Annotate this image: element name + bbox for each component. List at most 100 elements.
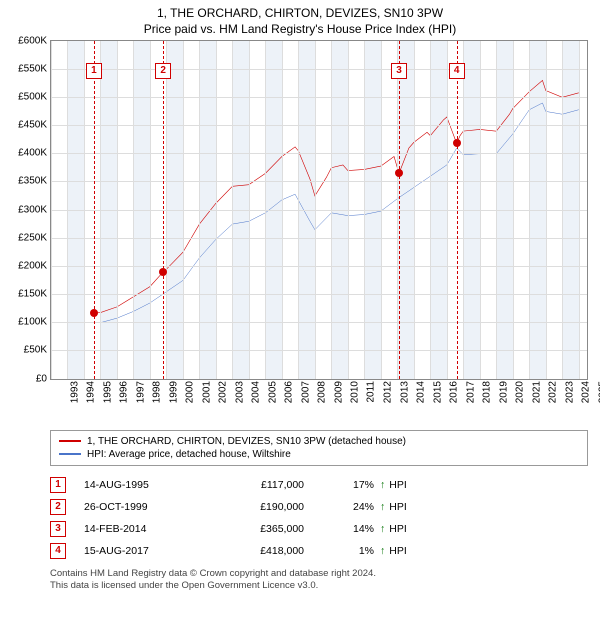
legend-row: HPI: Average price, detached house, Wilt…	[59, 448, 579, 461]
x-axis-label: 2001	[201, 381, 212, 403]
x-axis-label: 2021	[531, 381, 542, 403]
gridline-v	[463, 41, 464, 379]
chart-subtitle: Price paid vs. HM Land Registry's House …	[0, 22, 600, 40]
marker-label: 3	[391, 63, 407, 79]
event-date: 14-AUG-1995	[84, 479, 214, 491]
gridline-v	[414, 41, 415, 379]
y-axis-label: £300K	[18, 204, 51, 215]
x-axis-label: 1993	[69, 381, 80, 403]
event-index: 2	[50, 499, 66, 515]
gridline-h	[51, 350, 587, 351]
event-pct: 1%	[314, 545, 374, 557]
plot-region: £0£50K£100K£150K£200K£250K£300K£350K£400…	[50, 40, 588, 380]
gridline-v	[364, 41, 365, 379]
event-date: 14-FEB-2014	[84, 523, 214, 535]
marker-line	[399, 41, 400, 379]
x-axis-label: 2008	[317, 381, 328, 403]
legend: 1, THE ORCHARD, CHIRTON, DEVIZES, SN10 3…	[50, 430, 588, 466]
up-arrow-icon: ↑	[380, 479, 385, 491]
event-index: 4	[50, 543, 66, 559]
x-axis-label: 2007	[300, 381, 311, 403]
x-axis-label: 2019	[498, 381, 509, 403]
gridline-v	[480, 41, 481, 379]
gridline-v	[496, 41, 497, 379]
gridline-v	[249, 41, 250, 379]
gridline-v	[282, 41, 283, 379]
x-axis-label: 2022	[548, 381, 559, 403]
marker-label: 2	[155, 63, 171, 79]
x-axis-label: 2003	[234, 381, 245, 403]
event-tag: HPI	[389, 501, 407, 513]
x-axis-label: 2004	[251, 381, 262, 403]
x-axis-label: 2015	[432, 381, 443, 403]
event-price: £365,000	[214, 523, 304, 535]
y-axis-label: £150K	[18, 289, 51, 300]
event-tag: HPI	[389, 479, 407, 491]
y-axis-label: £500K	[18, 91, 51, 102]
gridline-v	[216, 41, 217, 379]
event-tag: HPI	[389, 545, 407, 557]
gridline-v	[331, 41, 332, 379]
marker-point	[395, 169, 403, 177]
x-axis-label: 2010	[350, 381, 361, 403]
marker-line	[163, 41, 164, 379]
marker-label: 1	[86, 63, 102, 79]
gridline-v	[117, 41, 118, 379]
event-index: 1	[50, 477, 66, 493]
legend-swatch	[59, 440, 81, 442]
gridline-v	[562, 41, 563, 379]
gridline-v	[315, 41, 316, 379]
gridline-v	[265, 41, 266, 379]
y-axis-label: £200K	[18, 260, 51, 271]
gridline-v	[348, 41, 349, 379]
marker-point	[90, 309, 98, 317]
event-price: £418,000	[214, 545, 304, 557]
x-axis-label: 2009	[333, 381, 344, 403]
marker-point	[159, 268, 167, 276]
y-axis-label: £250K	[18, 232, 51, 243]
gridline-h	[51, 322, 587, 323]
x-axis-label: 1998	[152, 381, 163, 403]
event-price: £117,000	[214, 479, 304, 491]
marker-point	[453, 139, 461, 147]
gridline-v	[513, 41, 514, 379]
gridline-v	[84, 41, 85, 379]
gridline-v	[298, 41, 299, 379]
gridline-h	[51, 69, 587, 70]
event-row: 226-OCT-1999£190,00024%↑HPI	[50, 496, 588, 518]
x-axis-label: 2020	[515, 381, 526, 403]
up-arrow-icon: ↑	[380, 523, 385, 535]
chart-container: 1, THE ORCHARD, CHIRTON, DEVIZES, SN10 3…	[0, 0, 600, 620]
x-axis-label: 2002	[218, 381, 229, 403]
gridline-h	[51, 97, 587, 98]
event-tag: HPI	[389, 523, 407, 535]
marker-line	[94, 41, 95, 379]
x-axis-label: 1996	[119, 381, 130, 403]
gridline-v	[447, 41, 448, 379]
y-axis-label: £350K	[18, 176, 51, 187]
gridline-v	[150, 41, 151, 379]
y-axis-label: £400K	[18, 148, 51, 159]
legend-swatch	[59, 453, 81, 455]
attribution-line2: This data is licensed under the Open Gov…	[50, 580, 588, 592]
chart-title: 1, THE ORCHARD, CHIRTON, DEVIZES, SN10 3…	[0, 0, 600, 22]
x-axis-label: 2014	[416, 381, 427, 403]
gridline-v	[529, 41, 530, 379]
gridline-v	[546, 41, 547, 379]
gridline-v	[232, 41, 233, 379]
x-axis-label: 1994	[86, 381, 97, 403]
gridline-v	[67, 41, 68, 379]
gridline-h	[51, 153, 587, 154]
gridline-v	[133, 41, 134, 379]
gridline-h	[51, 125, 587, 126]
up-arrow-icon: ↑	[380, 501, 385, 513]
x-axis-label: 1997	[135, 381, 146, 403]
event-index: 3	[50, 521, 66, 537]
event-pct: 24%	[314, 501, 374, 513]
gridline-v	[579, 41, 580, 379]
event-row: 114-AUG-1995£117,00017%↑HPI	[50, 474, 588, 496]
gridline-h	[51, 181, 587, 182]
events-table: 114-AUG-1995£117,00017%↑HPI226-OCT-1999£…	[50, 474, 588, 562]
event-row: 314-FEB-2014£365,00014%↑HPI	[50, 518, 588, 540]
x-axis-label: 2012	[383, 381, 394, 403]
